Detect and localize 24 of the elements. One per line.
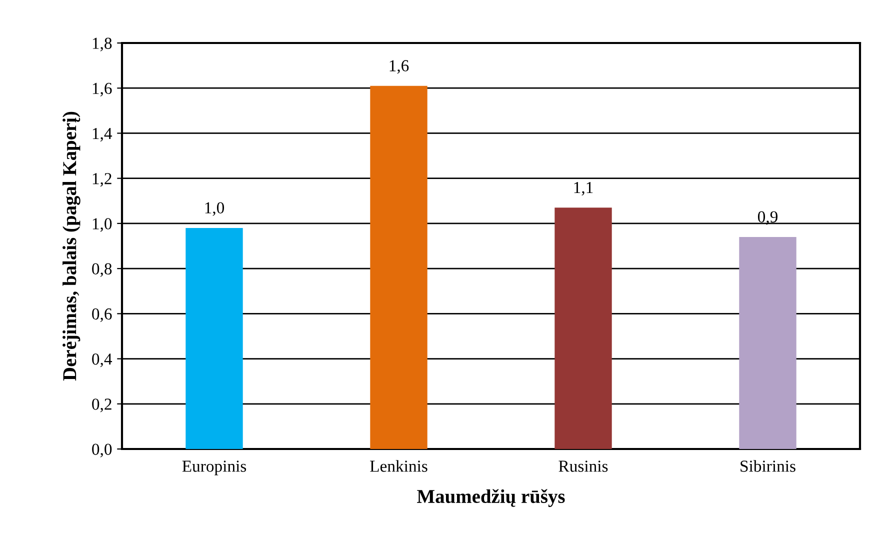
bar: [370, 86, 428, 449]
y-tick-label: 1,6: [92, 82, 112, 96]
x-axis-title: Maumedžių rūšys: [417, 489, 565, 508]
x-tick-label: Europinis: [182, 460, 246, 476]
data-label: 1,6: [390, 60, 409, 74]
bar: [186, 228, 243, 449]
x-tick-label: Sibirinis: [740, 460, 796, 472]
data-label: 1,0: [205, 202, 224, 216]
data-label: 1,1: [574, 182, 593, 196]
y-tick-label: 1,0: [92, 218, 112, 232]
y-tick-label: 0,6: [92, 308, 112, 322]
y-tick-label: 0,8: [92, 263, 112, 277]
y-tick-label: 1,8: [92, 38, 112, 52]
bar: [554, 208, 612, 449]
data-label: 0,9: [758, 211, 778, 225]
y-tick-label: 0,0: [92, 444, 112, 458]
y-tick-label: 1,4: [92, 128, 112, 142]
x-tick-label: Rusinis: [558, 460, 608, 472]
y-tick-label: 1,2: [92, 173, 112, 187]
bar: [739, 236, 796, 449]
y-tick-label: 0,2: [92, 398, 112, 412]
y-axis-title: Derėjimas, balais (pagal Kaperį): [62, 112, 80, 381]
x-tick-label: Lenkinis: [370, 460, 428, 472]
y-tick-label: 0,4: [92, 353, 112, 368]
